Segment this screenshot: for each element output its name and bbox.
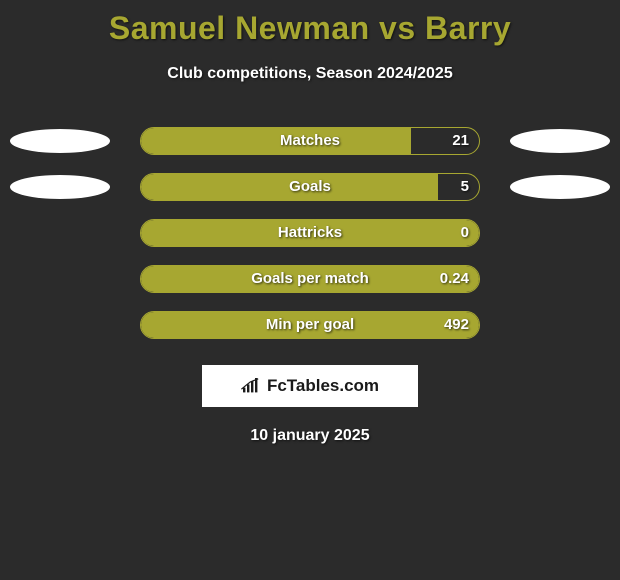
stat-value: 0 <box>461 220 469 246</box>
right-player-marker <box>510 175 610 199</box>
stat-row: Matches21 <box>0 127 620 173</box>
stat-bar: Hattricks0 <box>140 219 480 247</box>
stat-value: 21 <box>452 128 469 154</box>
bar-chart-icon <box>241 378 261 394</box>
stat-row: Hattricks0 <box>0 219 620 265</box>
stat-row: Goals per match0.24 <box>0 265 620 311</box>
stat-label: Matches <box>141 128 479 154</box>
comparison-infographic: Samuel Newman vs Barry Club competitions… <box>0 0 620 580</box>
source-logo: FcTables.com <box>202 365 418 407</box>
stat-value: 5 <box>461 174 469 200</box>
stat-bar: Min per goal492 <box>140 311 480 339</box>
subtitle: Club competitions, Season 2024/2025 <box>0 65 620 83</box>
stat-value: 492 <box>444 312 469 338</box>
stats-section: Matches21 Goals5 Hattricks0 Goals per match… <box>0 127 620 357</box>
stat-row: Min per goal492 <box>0 311 620 357</box>
logo-text: FcTables.com <box>267 376 379 396</box>
stat-bar: Matches21 <box>140 127 480 155</box>
stat-label: Goals per match <box>141 266 479 292</box>
left-player-marker <box>10 175 110 199</box>
right-player-marker <box>510 129 610 153</box>
date-text: 10 january 2025 <box>0 427 620 445</box>
stat-bar: Goals per match0.24 <box>140 265 480 293</box>
stat-label: Hattricks <box>141 220 479 246</box>
stat-bar: Goals5 <box>140 173 480 201</box>
page-title: Samuel Newman vs Barry <box>0 0 620 47</box>
stat-label: Min per goal <box>141 312 479 338</box>
stat-value: 0.24 <box>440 266 469 292</box>
stat-label: Goals <box>141 174 479 200</box>
left-player-marker <box>10 129 110 153</box>
stat-row: Goals5 <box>0 173 620 219</box>
